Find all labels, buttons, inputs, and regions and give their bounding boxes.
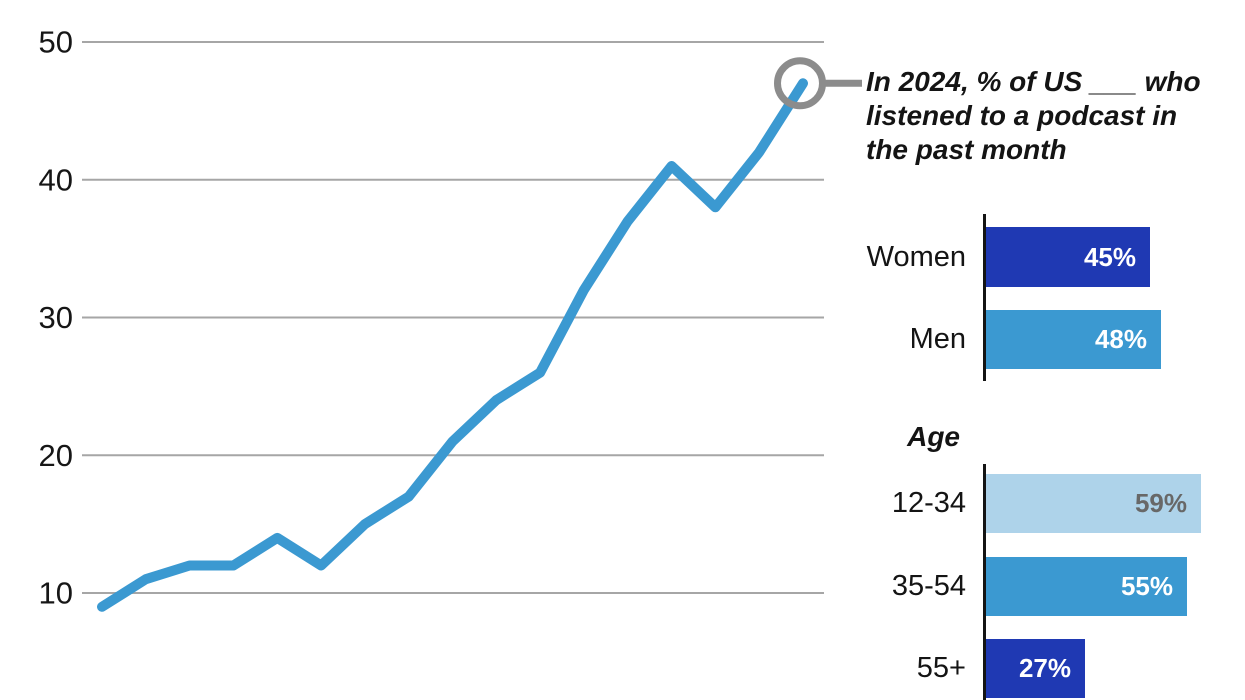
ytick-40: 40: [39, 162, 73, 197]
bar-value-12-34: 59%: [1134, 488, 1187, 518]
bar-value-55plus: 27%: [1018, 653, 1071, 683]
age-label-35-54: 35-54: [891, 570, 966, 602]
age-label-55plus: 55+: [916, 652, 966, 684]
annotation-line-2: listened to a podcast in: [866, 100, 1178, 131]
endpoint-ring-marker: [774, 57, 826, 110]
bar-age-35-54: 55%: [986, 557, 1187, 616]
bar-value-women: 45%: [1083, 241, 1136, 272]
callout-annotation: In 2024, % of US ___ who listened to a p…: [866, 65, 1236, 167]
trend-line: [97, 78, 808, 612]
gender-label-women: Women: [866, 241, 966, 273]
bar-women: 45%: [986, 227, 1150, 287]
bar-men: 48%: [986, 310, 1161, 369]
bar-value-men: 48%: [1094, 324, 1147, 354]
annotation-line-3: the past month: [866, 134, 1067, 165]
gender-axis-line: [983, 214, 986, 381]
annotation-line-1: In 2024, % of US ___ who: [866, 66, 1201, 97]
ytick-20: 20: [39, 438, 73, 473]
bar-age-12-34: 59%: [986, 474, 1201, 533]
bar-value-35-54: 55%: [1120, 571, 1173, 601]
age-group-heading: Age: [907, 421, 960, 452]
y-axis-labels: 50 40 30 20 10: [39, 25, 73, 611]
gender-label-men: Men: [909, 323, 966, 355]
ytick-10: 10: [39, 576, 73, 611]
age-label-12-34: 12-34: [891, 487, 966, 519]
bar-age-55plus: 27%: [986, 639, 1085, 698]
ytick-30: 30: [39, 300, 73, 335]
age-axis-line: [983, 464, 986, 700]
ytick-50: 50: [39, 25, 73, 60]
trend-line-chart: 50 40 30 20 10: [39, 25, 862, 612]
gridlines: [82, 41, 824, 594]
